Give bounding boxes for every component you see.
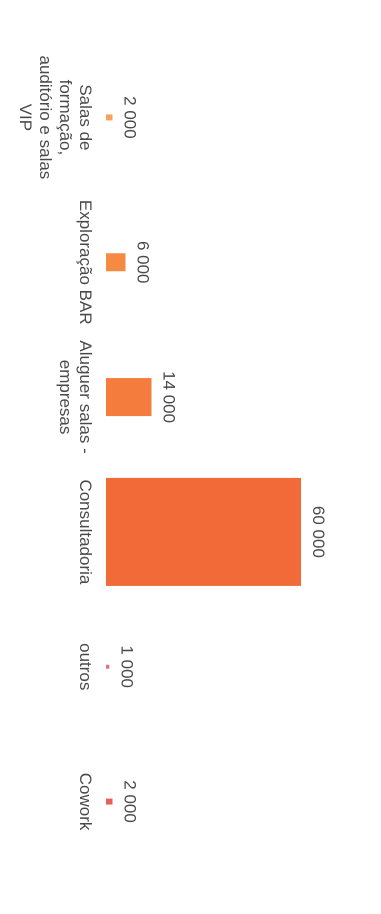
data-label: 6 000 xyxy=(134,241,153,284)
category-label: Cowork xyxy=(76,773,95,831)
data-label: 2 000 xyxy=(121,780,140,823)
data-label: 14 000 xyxy=(160,371,179,423)
category-label-line: outros xyxy=(76,643,95,690)
category-label-line: VIP xyxy=(16,104,35,131)
bar xyxy=(106,253,126,272)
data-label: 1 000 xyxy=(117,645,136,688)
data-label: 60 000 xyxy=(309,506,328,558)
category-label: Salas deformação,auditório e salasVIP xyxy=(16,56,95,180)
bar xyxy=(106,378,152,417)
category-label: Aluguer salas -empresas xyxy=(56,340,95,453)
category-label-line: Aluguer salas - xyxy=(76,340,95,453)
data-label: 2 000 xyxy=(121,96,140,139)
category-label-line: auditório e salas xyxy=(36,56,55,180)
category-label-line: Cowork xyxy=(76,773,95,831)
category-label-line: Salas de xyxy=(76,84,95,150)
category-label: Consultadoria xyxy=(76,479,95,584)
bar xyxy=(106,798,113,805)
category-label-line: empresas xyxy=(56,360,75,435)
category-label: Exploração BAR xyxy=(76,200,95,325)
bar xyxy=(106,477,301,586)
category-label: outros xyxy=(76,643,95,690)
bar xyxy=(106,664,110,669)
category-label-line: Exploração BAR xyxy=(76,200,95,325)
category-label-line: formação, xyxy=(56,80,75,156)
plot-group: 2 000 Salas deformação,auditório e salasV… xyxy=(16,56,328,831)
bar xyxy=(106,114,113,121)
category-label-line: Consultadoria xyxy=(76,479,95,584)
